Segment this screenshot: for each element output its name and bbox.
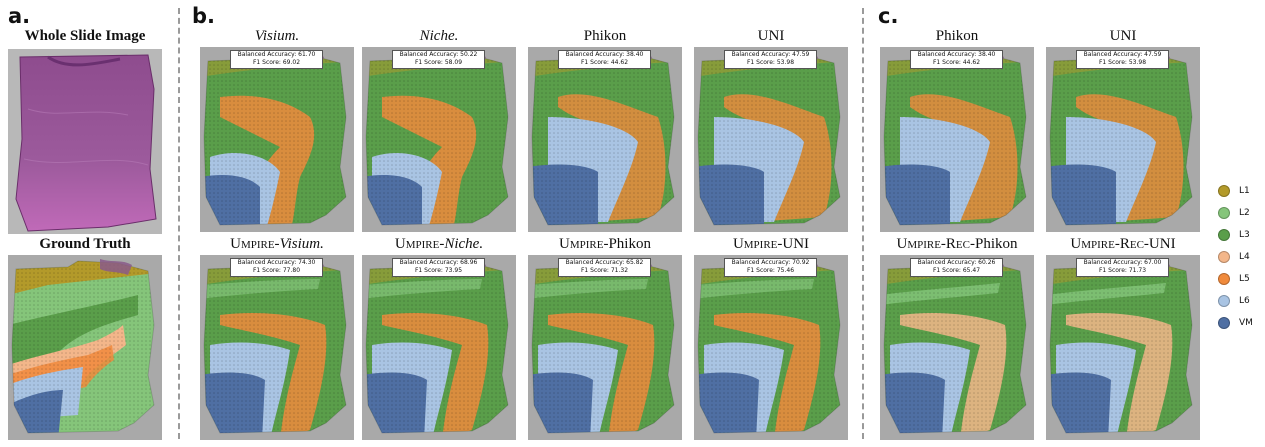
legend-item-l4: L4	[1218, 246, 1253, 268]
title-c-umpire-rec-uni: Umpire-Rec-UNI	[1070, 236, 1176, 252]
metric-box: Balanced Accuracy: 47.59 F1 Score: 53.98	[724, 50, 817, 69]
title-b-umpire-uni: Umpire-UNI	[732, 236, 810, 252]
panel-b-letter: b.	[192, 4, 216, 28]
legend-swatch	[1218, 273, 1230, 285]
legend-swatch	[1218, 229, 1230, 241]
metric-box: Balanced Accuracy: 60.26 F1 Score: 65.47	[910, 258, 1003, 277]
divider-b-c	[862, 8, 864, 439]
legend-item-l1: L1	[1218, 180, 1253, 202]
map-b-uni: Balanced Accuracy: 47.59 F1 Score: 53.98	[694, 47, 848, 232]
metric-box: Balanced Accuracy: 67.00 F1 Score: 71.73	[1076, 258, 1169, 277]
title-b-niche: Niche.	[419, 28, 459, 44]
panel-c-letter: c.	[878, 4, 899, 28]
ground-truth-title: Ground Truth	[39, 236, 131, 252]
legend-item-l6: L6	[1218, 290, 1253, 312]
title-b-visium: Visium.	[254, 28, 300, 44]
wsi-title: Whole Slide Image	[24, 28, 146, 44]
whole-slide-image	[8, 49, 162, 234]
map-c-umpire-rec-phikon: Balanced Accuracy: 60.26 F1 Score: 65.47	[880, 255, 1034, 440]
panel-a-letter: a.	[8, 4, 31, 28]
legend-swatch	[1218, 251, 1230, 263]
legend-swatch	[1218, 207, 1230, 219]
map-b-niche: Balanced Accuracy: 50.22 F1 Score: 58.09	[362, 47, 516, 232]
legend-swatch	[1218, 317, 1230, 329]
map-b-umpire-uni: Balanced Accuracy: 70.92 F1 Score: 75.46	[694, 255, 848, 440]
title-b-umpire-phikon: Umpire-Phikon	[559, 236, 651, 252]
metric-box: Balanced Accuracy: 74.30 F1 Score: 77.80	[230, 258, 323, 277]
map-c-umpire-rec-uni: Balanced Accuracy: 67.00 F1 Score: 71.73	[1046, 255, 1200, 440]
title-b-uni: UNI	[757, 28, 785, 44]
title-c-uni: UNI	[1109, 28, 1137, 44]
legend-swatch	[1218, 185, 1230, 197]
metric-box: Balanced Accuracy: 47.59 F1 Score: 53.98	[1076, 50, 1169, 69]
legend-item-l5: L5	[1218, 268, 1253, 290]
map-b-umpire-visium: Balanced Accuracy: 74.30 F1 Score: 77.80	[200, 255, 354, 440]
divider-a-b	[178, 8, 180, 439]
map-c-phikon: Balanced Accuracy: 38.40 F1 Score: 44.62	[880, 47, 1034, 232]
title-b-umpire-niche: Umpire-Niche.	[394, 236, 484, 252]
metric-box: Balanced Accuracy: 38.40 F1 Score: 44.62	[910, 50, 1003, 69]
title-c-umpire-rec-phikon: Umpire-Rec-Phikon	[896, 236, 1018, 252]
metric-box: Balanced Accuracy: 70.92 F1 Score: 75.46	[724, 258, 817, 277]
ground-truth-map	[8, 255, 162, 440]
map-b-umpire-niche: Balanced Accuracy: 68.96 F1 Score: 73.95	[362, 255, 516, 440]
map-b-umpire-phikon: Balanced Accuracy: 65.82 F1 Score: 71.32	[528, 255, 682, 440]
legend-swatch	[1218, 295, 1230, 307]
legend-item-l2: L2	[1218, 202, 1253, 224]
metric-box: Balanced Accuracy: 61.70 F1 Score: 69.02	[230, 50, 323, 69]
layer-legend: L1 L2 L3 L4 L5 L6 VM	[1218, 180, 1253, 334]
map-b-phikon: Balanced Accuracy: 38.40 F1 Score: 44.62	[528, 47, 682, 232]
metric-box: Balanced Accuracy: 38.40 F1 Score: 44.62	[558, 50, 651, 69]
title-c-phikon: Phikon	[935, 28, 979, 44]
title-b-phikon: Phikon	[583, 28, 627, 44]
map-b-visium: Balanced Accuracy: 61.70 F1 Score: 69.02	[200, 47, 354, 232]
map-c-uni: Balanced Accuracy: 47.59 F1 Score: 53.98	[1046, 47, 1200, 232]
metric-box: Balanced Accuracy: 68.96 F1 Score: 73.95	[392, 258, 485, 277]
metric-box: Balanced Accuracy: 50.22 F1 Score: 58.09	[392, 50, 485, 69]
legend-item-vm: VM	[1218, 312, 1253, 334]
legend-item-l3: L3	[1218, 224, 1253, 246]
metric-box: Balanced Accuracy: 65.82 F1 Score: 71.32	[558, 258, 651, 277]
title-b-umpire-visium: Umpire-Visium.	[230, 236, 324, 252]
